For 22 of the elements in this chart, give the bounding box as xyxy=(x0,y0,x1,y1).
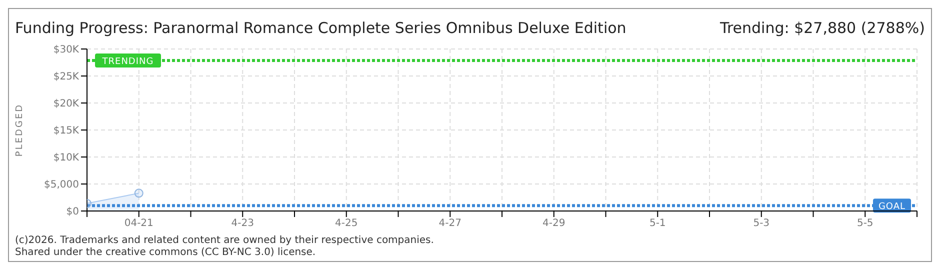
x-tick-label: 5-3 xyxy=(753,218,770,230)
y-tick-label: $30K xyxy=(53,44,80,56)
ref-line-label: GOAL xyxy=(878,202,906,212)
chart-title: Funding Progress: Paranormal Romance Complete Series Omnibus Deluxe Edition xyxy=(15,19,626,37)
y-tick-label: $20K xyxy=(53,98,80,110)
y-axis-title: PLEDGED xyxy=(15,103,26,157)
text: Shared under the creative commons (CC BY-NC 3.0) license. xyxy=(15,247,317,259)
y-tick-label: $10K xyxy=(53,152,80,164)
x-tick-label: 4-29 xyxy=(542,218,566,230)
x-tick-label: 5-1 xyxy=(649,218,666,230)
y-tick-label: $0 xyxy=(66,206,79,218)
x-tick-label: 5-5 xyxy=(856,218,874,230)
x-tick-label: 4-25 xyxy=(335,218,358,230)
x-tick-label: 04-21 xyxy=(124,218,154,230)
y-tick-label: $5,000 xyxy=(44,180,79,191)
x-tick-label: 4-23 xyxy=(231,218,254,230)
x-tick-label: 4-27 xyxy=(438,218,462,230)
ref-line-label: TRENDING xyxy=(101,56,154,67)
y-tick-label: $25K xyxy=(53,72,80,83)
y-tick-label: $15K xyxy=(53,126,80,137)
text: (c)2026. Trademarks and related content are owned by their respective companies. xyxy=(15,235,434,247)
text: Trending: $27,880 (2788%) xyxy=(720,19,925,37)
